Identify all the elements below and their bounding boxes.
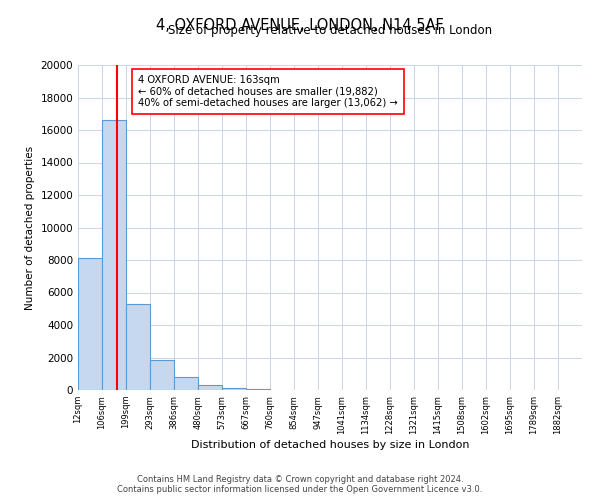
Bar xyxy=(246,389,270,390)
Bar xyxy=(78,258,102,390)
X-axis label: Distribution of detached houses by size in London: Distribution of detached houses by size … xyxy=(191,440,469,450)
Bar xyxy=(198,385,222,390)
Bar xyxy=(126,304,150,390)
Bar xyxy=(174,377,198,390)
Text: 4 OXFORD AVENUE: 163sqm
← 60% of detached houses are smaller (19,882)
40% of sem: 4 OXFORD AVENUE: 163sqm ← 60% of detache… xyxy=(139,74,398,108)
Text: 4, OXFORD AVENUE, LONDON, N14 5AF: 4, OXFORD AVENUE, LONDON, N14 5AF xyxy=(156,18,444,32)
Text: Contains HM Land Registry data © Crown copyright and database right 2024.: Contains HM Land Registry data © Crown c… xyxy=(137,475,463,484)
Bar xyxy=(150,360,174,390)
Bar xyxy=(222,388,246,390)
Bar xyxy=(102,120,126,390)
Title: Size of property relative to detached houses in London: Size of property relative to detached ho… xyxy=(168,24,492,38)
Text: Contains public sector information licensed under the Open Government Licence v3: Contains public sector information licen… xyxy=(118,485,482,494)
Y-axis label: Number of detached properties: Number of detached properties xyxy=(25,146,35,310)
